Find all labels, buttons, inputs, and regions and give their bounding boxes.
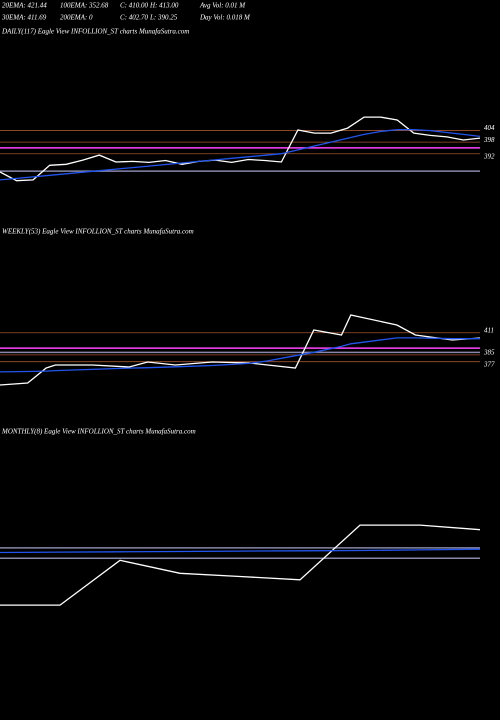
header-stat: 20EMA: 421.44 — [2, 2, 47, 10]
y-tick-label: 411 — [484, 326, 494, 334]
panel-title: WEEKLY(53) Eagle View INFOLLION_ST chart… — [2, 228, 194, 236]
price-line — [0, 116, 481, 182]
price-line — [0, 337, 480, 373]
header-stat: C: 402.70 — [120, 14, 149, 22]
price-line — [0, 524, 481, 606]
header-stat: 100EMA: 352.68 — [60, 2, 109, 10]
y-tick-label: 385 — [483, 349, 495, 357]
header-stat: C: 410.00 — [120, 2, 149, 10]
y-tick-label: 392 — [483, 152, 495, 160]
header-stat: Day Vol: 0.018 M — [199, 14, 251, 22]
y-tick-label: 377 — [483, 360, 495, 368]
header-stat: L: 390.25 — [149, 14, 178, 22]
header-stat: 200EMA: 0 — [60, 14, 93, 22]
header-stat: H: 413.00 — [149, 2, 179, 10]
price-line — [0, 128, 481, 181]
y-tick-label: 398 — [483, 136, 495, 144]
header-stat: Avg Vol: 0.01 M — [199, 2, 246, 10]
panel-title: MONTHLY(8) Eagle View INFOLLION_ST chart… — [1, 428, 196, 436]
panel-title: DAILY(117) Eagle View INFOLLION_ST chart… — [1, 28, 189, 36]
header-stat: 30EMA: 411.69 — [1, 14, 47, 22]
price-line — [0, 548, 481, 554]
y-tick-label: 404 — [484, 124, 495, 132]
